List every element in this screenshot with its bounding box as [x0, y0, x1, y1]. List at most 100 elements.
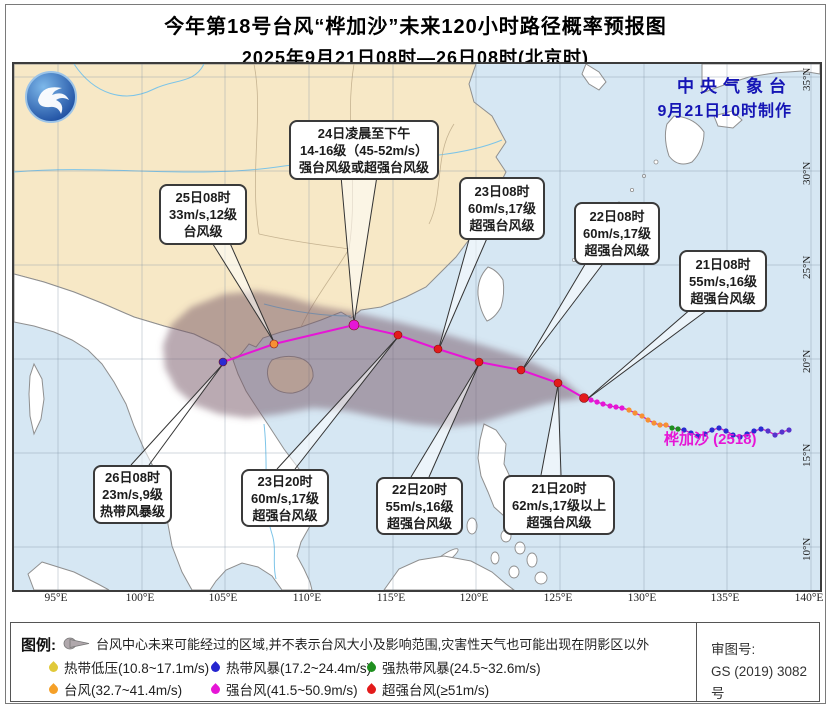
- legend-item-label: 超强台风(≥51m/s): [382, 683, 490, 698]
- lon-label: 105°E: [208, 592, 238, 604]
- forecast-callout: 21日20时 62m/s,17级以上 超强台风级: [503, 475, 615, 535]
- callout-text-line: 62m/s,17级以上: [512, 497, 606, 513]
- callout-text-line: 21日20时: [531, 480, 587, 496]
- callout-text-line: 强台风级或超强台风级: [298, 159, 429, 175]
- legend-item: 热带低压(10.8~17.1m/s): [47, 657, 211, 677]
- callout-text-line: 60m/s,17级: [468, 201, 536, 216]
- observed-point: [702, 431, 708, 437]
- forecast-point: [393, 330, 403, 340]
- callout-text-line: 55m/s,16级: [385, 498, 454, 514]
- observed-point: [709, 427, 715, 433]
- observed-point: [600, 401, 606, 407]
- observed-point: [744, 431, 750, 437]
- map-license: 审图号: GS (2019) 3082号: [711, 639, 819, 705]
- agency-credit: 中央气象台 9月21日10时制作: [658, 72, 793, 121]
- japan-honshu: [701, 64, 820, 94]
- agency-name: 中央气象台: [677, 77, 792, 96]
- legend-item: 强热带风暴(24.5~32.6m/s): [365, 657, 541, 677]
- callout-text-line: 21日08时: [695, 256, 751, 272]
- forecast-callout: 23日20时 60m/s,17级 超强台风级: [241, 469, 329, 527]
- legend-item-label: 强台风(41.5~50.9m/s): [226, 683, 358, 698]
- lon-label: 125°E: [543, 592, 573, 604]
- japan-shikoku: [713, 110, 743, 129]
- leader-line: [428, 363, 480, 478]
- forecast-map: 35°N 30°N 25°N 20°N 15°N 10°N 中央气象台 9月21日10时制…: [12, 62, 822, 592]
- observed-point: [688, 430, 694, 436]
- lon-label: 140°E: [794, 592, 824, 604]
- callout-text-line: 超强台风级: [584, 243, 650, 258]
- callout-text-line: 台风级: [183, 224, 223, 239]
- leader-line: [520, 260, 606, 373]
- observed-point: [737, 434, 743, 440]
- license-label: 审图号:: [711, 642, 756, 657]
- legend-row: 热带低压(10.8~17.1m/s) 热带风暴(17.2~24.4m/s) 强热带风…: [47, 656, 541, 678]
- legend-grid: 热带低压(10.8~17.1m/s) 热带风暴(17.2~24.4m/s) 强热带风…: [47, 656, 541, 700]
- observed-point: [716, 425, 722, 431]
- leader-line: [353, 175, 378, 324]
- callout-text-line: 23日08时: [474, 184, 530, 199]
- forecast-callout: 22日20时 55m/s,16级 超强台风级: [376, 477, 463, 535]
- borneo-island: [383, 555, 515, 590]
- leader-line: [540, 384, 559, 476]
- observed-point: [723, 428, 729, 434]
- observed-point: [619, 405, 625, 411]
- leader-line: [437, 235, 489, 352]
- legend-item-label: 热带低压(10.8~17.1m/s): [64, 661, 210, 676]
- leader-line: [585, 307, 711, 401]
- forecast-callout: 25日08时 33m/s,12级 台风级: [159, 184, 247, 245]
- lat-label: 30°N: [801, 162, 813, 185]
- callout-tail: [341, 176, 377, 323]
- leader-line: [130, 363, 224, 466]
- intensity-drop-icon: [209, 682, 222, 696]
- legend-item: 热带风暴(17.2~24.4m/s): [209, 657, 371, 677]
- leader-line: [228, 240, 275, 343]
- intensity-drop-icon: [209, 660, 222, 674]
- legend-item: 台风(32.7~41.4m/s): [47, 679, 211, 699]
- callout-text-line: 60m/s,17级: [583, 226, 651, 241]
- leader-line: [437, 235, 471, 352]
- intensity-drop-icon: [47, 660, 60, 674]
- forecast-point: [474, 357, 484, 367]
- callout-text-line: 22日20时: [392, 481, 447, 497]
- observed-point: [779, 429, 785, 435]
- forecast-point: [218, 357, 228, 367]
- page-title: 今年第18号台风“桦加沙”未来120小时路径概率预报图: [164, 16, 667, 38]
- observed-point: [626, 407, 632, 413]
- callout-text-line: 25日08时: [175, 190, 231, 205]
- korea-peninsula: [581, 64, 607, 91]
- observed-point: [657, 422, 663, 428]
- legend-row: 台风(32.7~41.4m/s) 强台风(41.5~50.9m/s) 超强台风(≥5…: [47, 678, 541, 700]
- intensity-drop-icon: [47, 682, 60, 696]
- forecast-point: [553, 378, 563, 388]
- forecast-point: [579, 393, 589, 403]
- callout-text-line: 超强台风级: [469, 218, 535, 233]
- intensity-drop-icon: [365, 660, 378, 674]
- callout-text-line: 热带风暴级: [99, 504, 165, 519]
- forecast-callout: 21日08时 55m/s,16级 超强台风级: [679, 250, 767, 312]
- observed-point: [786, 427, 792, 433]
- callout-text-line: 超强台风级: [252, 507, 318, 523]
- observed-point: [730, 432, 736, 438]
- callout-text-line: 超强台风级: [386, 515, 452, 531]
- longitude-labels: 95°E 100°E 105°E 110°E 115°E 120°E 125°E 130°E 1…: [12, 592, 824, 610]
- legend-item-label: 热带风暴(17.2~24.4m/s): [226, 661, 372, 676]
- forecast-point: [348, 319, 360, 331]
- forecast-callout: 26日08时 23m/s,9级 热带风暴级: [93, 465, 172, 524]
- legend-item: 强台风(41.5~50.9m/s): [209, 679, 367, 699]
- lon-label: 130°E: [627, 592, 657, 604]
- legend-item: 超强台风(≥51m/s): [365, 679, 490, 699]
- legend-item-label: 台风(32.7~41.4m/s): [64, 683, 183, 698]
- map-canvas: 35°N 30°N 25°N 20°N 15°N 10°N: [14, 64, 820, 590]
- leader-line: [585, 307, 693, 401]
- lat-label: 35°N: [801, 68, 813, 91]
- lon-label: 100°E: [125, 592, 155, 604]
- callout-text-line: 26日08时: [105, 470, 160, 485]
- forecast-point: [433, 344, 443, 354]
- observed-point: [681, 427, 687, 433]
- callout-text-line: 55m/s,16级: [689, 273, 757, 289]
- observed-point: [613, 404, 619, 410]
- forecast-callout: 23日08时 60m/s,17级 超强台风级: [459, 177, 545, 240]
- legend-main: 图例: 台风中心未来可能经过的区域,并不表示台风大小及影响范围,灾害性天气也可能…: [11, 623, 697, 701]
- cone-shape: [163, 291, 584, 427]
- leader-line: [210, 240, 275, 343]
